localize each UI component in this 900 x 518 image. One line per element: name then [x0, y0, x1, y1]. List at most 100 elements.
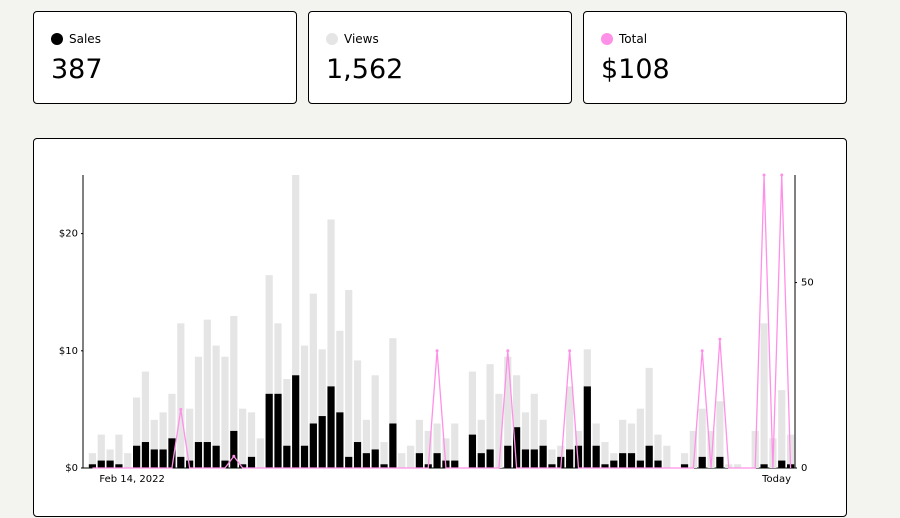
legend-label: Views: [344, 32, 379, 46]
bar: [424, 430, 432, 468]
stat-card: Total $108: [583, 11, 847, 104]
bar: [212, 345, 220, 468]
bar: [636, 460, 644, 468]
bar: [239, 464, 247, 468]
bar: [345, 289, 353, 468]
bar: [97, 434, 105, 468]
bar: [221, 460, 229, 468]
bar: [150, 419, 158, 468]
bar: [230, 315, 238, 468]
bar: [97, 460, 105, 468]
bar: [203, 442, 211, 468]
bar: [194, 356, 203, 468]
bar: [336, 412, 344, 468]
bar: [548, 449, 556, 468]
bar: [133, 445, 141, 468]
bar: [106, 449, 114, 468]
bar: [627, 453, 636, 468]
legend-entry: Views: [326, 32, 379, 46]
bar: [318, 416, 326, 468]
bar: [371, 375, 379, 468]
bar: [486, 364, 494, 468]
bar: [654, 434, 662, 468]
bar: [247, 456, 256, 468]
bar: [707, 430, 715, 468]
bar: [645, 445, 653, 468]
bar: [636, 408, 644, 468]
bar: [239, 408, 247, 468]
bar: [380, 464, 388, 468]
line-point: [762, 173, 766, 177]
bar: [380, 442, 388, 468]
bar: [539, 445, 547, 468]
y-tick-label: $20: [59, 229, 78, 240]
bar: [530, 449, 538, 468]
bar: [353, 442, 362, 468]
bar: [300, 445, 309, 468]
bar: [566, 386, 574, 468]
bar: [292, 375, 300, 468]
bar: [406, 445, 415, 468]
bar: [548, 464, 556, 468]
bar: [654, 460, 662, 468]
bar: [451, 460, 459, 468]
bar: [115, 464, 123, 468]
bar: [442, 438, 450, 468]
bar: [309, 423, 317, 468]
stat-value: 387: [51, 54, 103, 85]
stat-value: $108: [601, 54, 670, 85]
bar: [760, 464, 768, 468]
chart: $0 $10 $20 0 50 Feb 14, 2022 Today: [59, 173, 814, 485]
bar: [760, 323, 768, 468]
bar: [283, 445, 291, 468]
bar: [141, 442, 150, 468]
line: [92, 174, 792, 469]
bar: [601, 464, 609, 468]
legend-label: Sales: [69, 32, 101, 46]
line-point: [506, 349, 510, 353]
bar: [256, 438, 264, 468]
legend-entry: Sales: [51, 32, 101, 46]
bar: [300, 345, 309, 468]
y2-tick-label: 50: [801, 278, 814, 289]
bar: [389, 338, 397, 468]
bar: [680, 464, 689, 468]
bar: [610, 460, 618, 468]
line-point: [179, 407, 183, 411]
bar: [619, 453, 627, 468]
bar: [150, 449, 158, 468]
bar: [230, 430, 238, 468]
bar: [88, 453, 97, 468]
legend-dot: [326, 33, 338, 45]
bar: [433, 453, 441, 468]
bar: [504, 445, 512, 468]
line-point: [700, 349, 704, 353]
bar: [627, 423, 636, 468]
bar: [663, 445, 671, 468]
bar: [778, 390, 786, 468]
bar: [327, 386, 335, 468]
bar: [159, 449, 167, 468]
bar: [583, 386, 591, 468]
bar: [468, 434, 477, 468]
bar: [530, 393, 538, 468]
legend-dot: [51, 33, 63, 45]
bar: [168, 393, 176, 468]
legend-label: Total: [619, 32, 648, 46]
bar: [733, 464, 742, 468]
bar: [521, 412, 530, 468]
bar: [115, 434, 123, 468]
line-point: [718, 337, 722, 341]
bar: [716, 401, 724, 468]
bar: [592, 445, 600, 468]
bar: [513, 427, 521, 468]
bar: [88, 464, 97, 468]
stat-card: Sales 387: [33, 11, 297, 104]
bar: [680, 453, 689, 468]
bar: [689, 430, 697, 468]
bar: [698, 456, 706, 468]
x-tick-label: Today: [761, 474, 791, 485]
bar: [539, 419, 547, 468]
bar: [124, 453, 132, 468]
bar: [371, 449, 379, 468]
